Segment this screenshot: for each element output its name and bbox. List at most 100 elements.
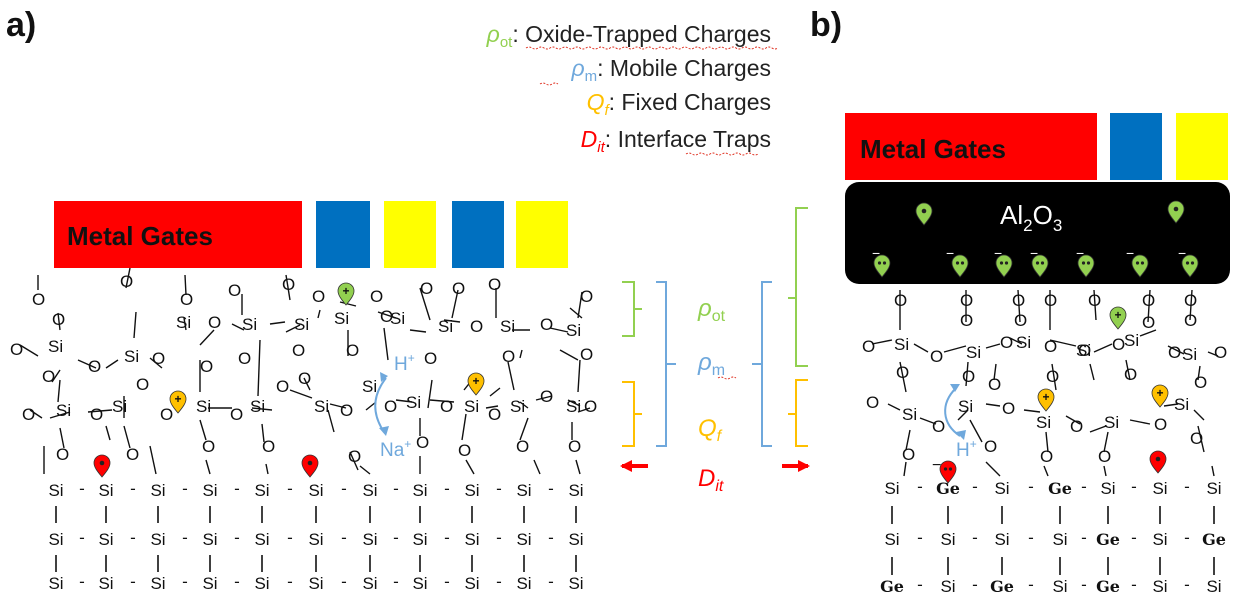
svg-text:O: O	[416, 433, 429, 452]
bond-dash: -	[1028, 477, 1034, 496]
bond-dash: -	[1184, 477, 1190, 496]
si-atom: Si	[568, 530, 583, 549]
svg-text:O: O	[1002, 399, 1015, 418]
svg-text:−: −	[946, 245, 954, 261]
si-atom: Si	[202, 530, 217, 549]
svg-text:O: O	[1184, 311, 1197, 330]
svg-text:Si: Si	[438, 317, 453, 336]
svg-text:−: −	[1030, 245, 1038, 261]
si-atom: Si	[412, 574, 427, 593]
bond-dash: -	[130, 572, 136, 591]
metal-gate-a-label: Metal Gates	[67, 221, 213, 251]
si-atom: Si	[98, 530, 113, 549]
svg-text:O: O	[42, 367, 55, 386]
svg-text:O: O	[32, 290, 45, 309]
si-atom: Si	[308, 530, 323, 549]
svg-text:O: O	[502, 347, 515, 366]
blue-gate-a1	[316, 201, 370, 268]
bond-dash: -	[234, 528, 240, 547]
si-atom: Si	[254, 574, 269, 593]
si-atom: Si	[48, 481, 63, 500]
svg-text:O: O	[1046, 367, 1059, 386]
svg-text:−: −	[1178, 245, 1186, 261]
si-atom: Si	[48, 574, 63, 593]
si-atom: Si	[1152, 530, 1167, 549]
svg-text:O: O	[22, 405, 35, 424]
h-plus-b: H+	[956, 437, 977, 461]
svg-text:O: O	[440, 397, 453, 416]
oxide-trapped-charge-b3	[1109, 306, 1127, 330]
bond-dash: -	[287, 479, 293, 498]
svg-text:Si: Si	[464, 397, 479, 416]
svg-text:O: O	[10, 340, 23, 359]
yellow-gate-a1	[384, 201, 436, 268]
svg-text:O: O	[988, 375, 1001, 394]
bond-dash: -	[1131, 477, 1137, 496]
ge-atom: Ge	[990, 577, 1014, 596]
si-atom: Si	[308, 481, 323, 500]
oxide-network-a	[19, 267, 591, 475]
svg-text:O: O	[230, 405, 243, 424]
ge-atom: Ge	[880, 577, 904, 596]
metal-gate-b	[845, 113, 1097, 180]
yellow-gate-b	[1176, 113, 1228, 180]
svg-text:O: O	[1194, 373, 1207, 392]
svg-text:Si: Si	[176, 313, 191, 332]
svg-text:O: O	[540, 387, 553, 406]
svg-text:O: O	[420, 279, 433, 298]
si-atom: Si	[362, 481, 377, 500]
bond-dash: -	[182, 528, 188, 547]
ge-atom: Ge	[1048, 479, 1072, 498]
ge-atom: Ge	[1096, 530, 1120, 549]
svg-text:O: O	[292, 341, 305, 360]
si-atom: Si	[1206, 577, 1221, 596]
bond-dash: -	[917, 575, 923, 594]
svg-text:Si: Si	[966, 343, 981, 362]
si-atom: Si	[940, 530, 955, 549]
bond-dash: -	[1131, 575, 1137, 594]
svg-text:Si: Si	[112, 397, 127, 416]
svg-text:Si: Si	[1036, 413, 1051, 432]
bond-dash: -	[341, 572, 347, 591]
svg-text:O: O	[126, 445, 139, 464]
ge-atom: Ge	[1202, 530, 1226, 549]
svg-text:Si: Si	[362, 377, 377, 396]
legend-dit: Dit: Interface Traps	[581, 126, 771, 156]
svg-text:O: O	[160, 405, 173, 424]
oxide-network-b	[871, 289, 1219, 477]
bond-dash: -	[548, 572, 554, 591]
svg-text:O: O	[340, 401, 353, 420]
svg-text:O: O	[866, 393, 879, 412]
svg-text:O: O	[1000, 333, 1013, 352]
bond-dash: -	[1184, 528, 1190, 547]
svg-text:O: O	[862, 337, 875, 356]
svg-text:O: O	[312, 287, 325, 306]
si-atom: Si	[464, 574, 479, 593]
bond-dash: -	[234, 572, 240, 591]
bond-dash: -	[234, 479, 240, 498]
svg-text:−: −	[994, 245, 1002, 261]
svg-text:O: O	[282, 275, 295, 294]
svg-text:Si: Si	[196, 397, 211, 416]
si-atom: Si	[1052, 530, 1067, 549]
svg-text:O: O	[208, 313, 221, 332]
svg-text:Si: Si	[1076, 341, 1091, 360]
svg-text:O: O	[1124, 365, 1137, 384]
si-atom: Si	[464, 481, 479, 500]
blue-gate-a2	[452, 201, 504, 268]
svg-text:O: O	[1088, 291, 1101, 310]
svg-text:O: O	[56, 445, 69, 464]
svg-text:Si: Si	[958, 397, 973, 416]
svg-text:O: O	[276, 377, 289, 396]
bond-dash: -	[444, 479, 450, 498]
svg-text:Si: Si	[250, 397, 265, 416]
bond-dash: -	[496, 572, 502, 591]
si-atom: Si	[98, 481, 113, 500]
bond-dash: -	[79, 572, 85, 591]
svg-text:O: O	[136, 375, 149, 394]
brackets-b	[752, 207, 810, 472]
svg-text:O: O	[90, 405, 103, 424]
